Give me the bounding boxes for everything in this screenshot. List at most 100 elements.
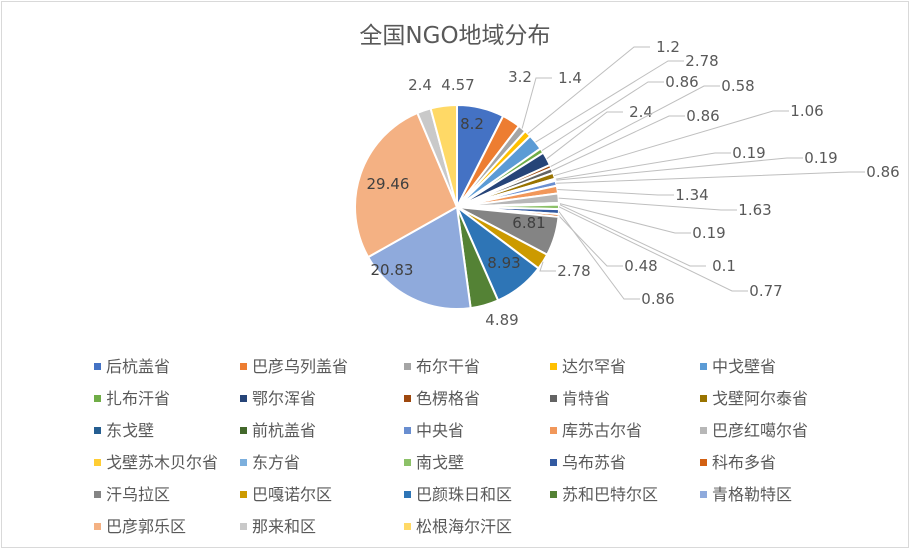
legend-label: 布尔干省 xyxy=(416,357,481,376)
legend-item: 东方省 xyxy=(240,447,300,479)
leader-line xyxy=(558,197,737,211)
legend-swatch xyxy=(700,491,707,498)
data-label: 0.58 xyxy=(721,77,754,95)
legend-item: 后杭盖省 xyxy=(94,351,170,383)
chart-title: 全国NGO地域分布 xyxy=(359,23,551,49)
data-label: 8.93 xyxy=(487,254,520,272)
legend-swatch xyxy=(240,395,247,402)
data-label: 0.19 xyxy=(732,144,765,162)
legend-label: 戈壁阿尔泰省 xyxy=(712,389,809,408)
legend-swatch xyxy=(700,427,707,434)
legend-label: 东方省 xyxy=(252,453,301,472)
legend-label: 巴彦红噶尔省 xyxy=(712,421,809,440)
legend-swatch xyxy=(550,459,557,466)
data-label: 1.4 xyxy=(558,69,582,87)
legend-row: 汗乌拉区 巴嘎诺尔区 巴颜珠日和区 苏和巴特尔区 青格勒特区 xyxy=(94,479,894,511)
data-label: 0.19 xyxy=(692,224,725,242)
data-label: 0.86 xyxy=(641,290,674,308)
data-label: 1.2 xyxy=(656,38,680,56)
data-label: 3.2 xyxy=(508,68,532,86)
data-label: 20.83 xyxy=(371,261,414,279)
leader-line xyxy=(556,171,865,184)
legend-item: 东戈壁 xyxy=(94,415,154,447)
legend-swatch xyxy=(700,459,707,466)
data-label: 0.86 xyxy=(686,107,719,125)
legend-swatch xyxy=(240,363,247,370)
data-label: 0.48 xyxy=(624,257,657,275)
data-label: 1.34 xyxy=(675,186,708,204)
data-label: 0.77 xyxy=(749,282,782,300)
legend: 后杭盖省 巴彦乌列盖省 布尔干省 达尔罕省 中戈壁省 扎布汗省 鄂尔浑省 色楞格省 肯特省 戈壁阿… xyxy=(94,351,894,543)
legend-swatch xyxy=(404,491,411,498)
legend-item: 巴彦郭乐区 xyxy=(94,511,186,543)
legend-item: 科布多省 xyxy=(700,447,776,479)
legend-label: 苏和巴特尔区 xyxy=(562,485,659,504)
legend-label: 巴颜珠日和区 xyxy=(416,485,513,504)
leader-line xyxy=(550,85,720,168)
legend-label: 巴嘎诺尔区 xyxy=(252,485,333,504)
legend-item: 扎布汗省 xyxy=(94,383,170,415)
legend-label: 扎布汗省 xyxy=(106,389,171,408)
legend-label: 松根海尔汗区 xyxy=(416,517,513,536)
legend-swatch xyxy=(550,491,557,498)
legend-row: 戈壁苏木贝尔省 东方省 南戈壁 乌布苏省 科布多省 xyxy=(94,447,894,479)
data-label: 4.89 xyxy=(485,311,518,329)
legend-item: 中戈壁省 xyxy=(700,351,776,383)
leader-line xyxy=(558,211,640,300)
legend-swatch xyxy=(404,427,411,434)
legend-swatch xyxy=(240,427,247,434)
legend-swatch xyxy=(240,491,247,498)
legend-item: 达尔罕省 xyxy=(550,351,626,383)
data-label: 0.86 xyxy=(665,73,698,91)
data-label: 2.4 xyxy=(408,76,432,94)
data-label: 29.46 xyxy=(367,175,410,193)
legend-swatch xyxy=(94,427,101,434)
data-label: 0.19 xyxy=(804,149,837,167)
legend-item: 那来和区 xyxy=(240,511,316,543)
data-label: 0.86 xyxy=(866,163,899,181)
legend-label: 那来和区 xyxy=(252,517,317,536)
legend-swatch xyxy=(550,363,557,370)
legend-item: 巴嘎诺尔区 xyxy=(240,479,332,511)
pie-slice xyxy=(429,103,458,208)
leader-line xyxy=(555,152,731,180)
leader-line xyxy=(555,157,803,181)
legend-item: 乌布苏省 xyxy=(550,447,626,479)
legend-item: 巴彦红噶尔省 xyxy=(700,415,808,447)
legend-item: 汗乌拉区 xyxy=(94,479,170,511)
legend-label: 前杭盖省 xyxy=(252,421,317,440)
legend-label: 库苏古尔省 xyxy=(562,421,643,440)
leader-line xyxy=(558,203,706,267)
legend-item: 鄂尔浑省 xyxy=(240,383,316,415)
legend-item: 中央省 xyxy=(404,415,464,447)
legend-swatch xyxy=(94,395,101,402)
legend-label: 达尔罕省 xyxy=(562,357,627,376)
leader-line xyxy=(521,77,552,129)
data-label: 1.06 xyxy=(790,102,823,120)
legend-swatch xyxy=(404,363,411,370)
leader-line xyxy=(557,189,674,196)
legend-label: 中央省 xyxy=(416,421,465,440)
data-label: 2.78 xyxy=(685,52,718,70)
legend-item: 前杭盖省 xyxy=(240,415,316,447)
leader-line xyxy=(527,46,650,134)
leader-line xyxy=(541,81,664,152)
legend-swatch xyxy=(404,523,411,530)
legend-label: 鄂尔浑省 xyxy=(252,389,317,408)
legend-row: 后杭盖省 巴彦乌列盖省 布尔干省 达尔罕省 中戈壁省 xyxy=(94,351,894,383)
legend-label: 青格勒特区 xyxy=(712,485,793,504)
pie-slice xyxy=(366,205,472,310)
legend-swatch xyxy=(404,395,411,402)
legend-swatch xyxy=(404,459,411,466)
leader-line xyxy=(551,115,685,171)
legend-swatch xyxy=(94,523,101,530)
legend-swatch xyxy=(700,395,707,402)
legend-label: 戈壁苏木贝尔省 xyxy=(106,453,219,472)
legend-label: 科布多省 xyxy=(712,453,777,472)
leader-line xyxy=(558,215,623,267)
legend-label: 中戈壁省 xyxy=(712,357,777,376)
legend-swatch xyxy=(94,491,101,498)
legend-swatch xyxy=(550,427,557,434)
data-label: 6.81 xyxy=(512,214,545,232)
data-label: 1.63 xyxy=(738,201,771,219)
